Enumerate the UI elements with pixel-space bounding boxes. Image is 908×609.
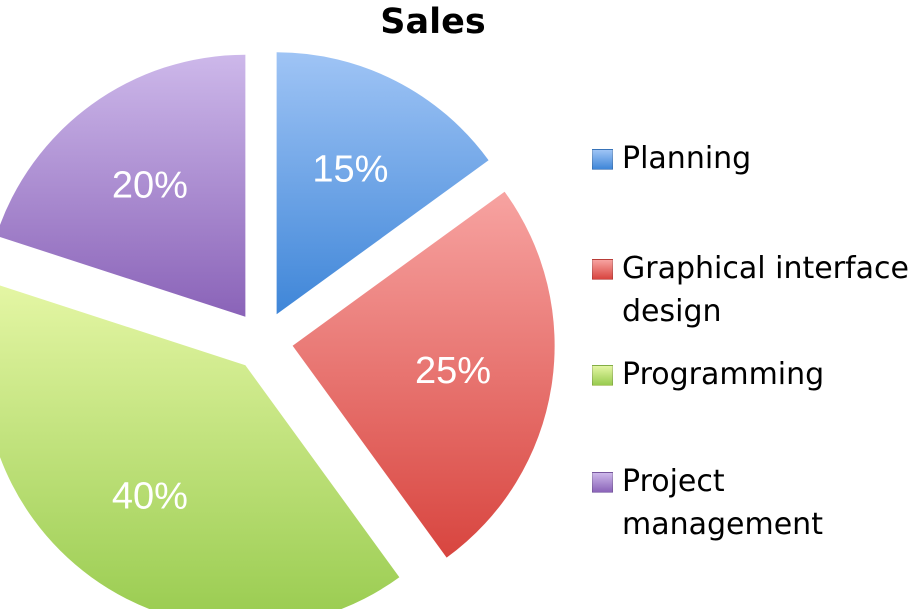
legend-swatch-graphical-interface-design (592, 259, 613, 280)
pie-chart: 15% 25% 40% 20% (0, 52, 555, 609)
legend-swatch-project-management (592, 472, 613, 493)
legend-swatch-programming (592, 365, 613, 386)
legend-label-programming: Programming (622, 357, 825, 392)
pie-slice-programming (0, 285, 400, 609)
legend-swatch-planning (592, 149, 613, 170)
data-label-programming: 40% (112, 476, 188, 518)
data-label-graphical-interface-design: 25% (415, 350, 491, 392)
legend-label-project-management: Project management (622, 464, 823, 542)
chart-title: Sales (380, 2, 486, 42)
pie-slice-planning (276, 52, 489, 315)
legend-item-graphical-interface-design: Graphical interface design (592, 247, 908, 333)
legend-item-planning: Planning (592, 137, 908, 180)
legend-label-graphical-interface-design: Graphical interface design (622, 251, 908, 329)
pie-slice-project-management (0, 54, 246, 317)
data-label-project-management: 20% (112, 164, 188, 206)
legend-item-programming: Programming (592, 353, 908, 396)
legend-item-project-management: Project management (592, 460, 908, 546)
legend-label-planning: Planning (622, 141, 752, 176)
pie-slice-graphical-interface-design (292, 191, 555, 558)
data-label-planning: 15% (312, 149, 388, 191)
